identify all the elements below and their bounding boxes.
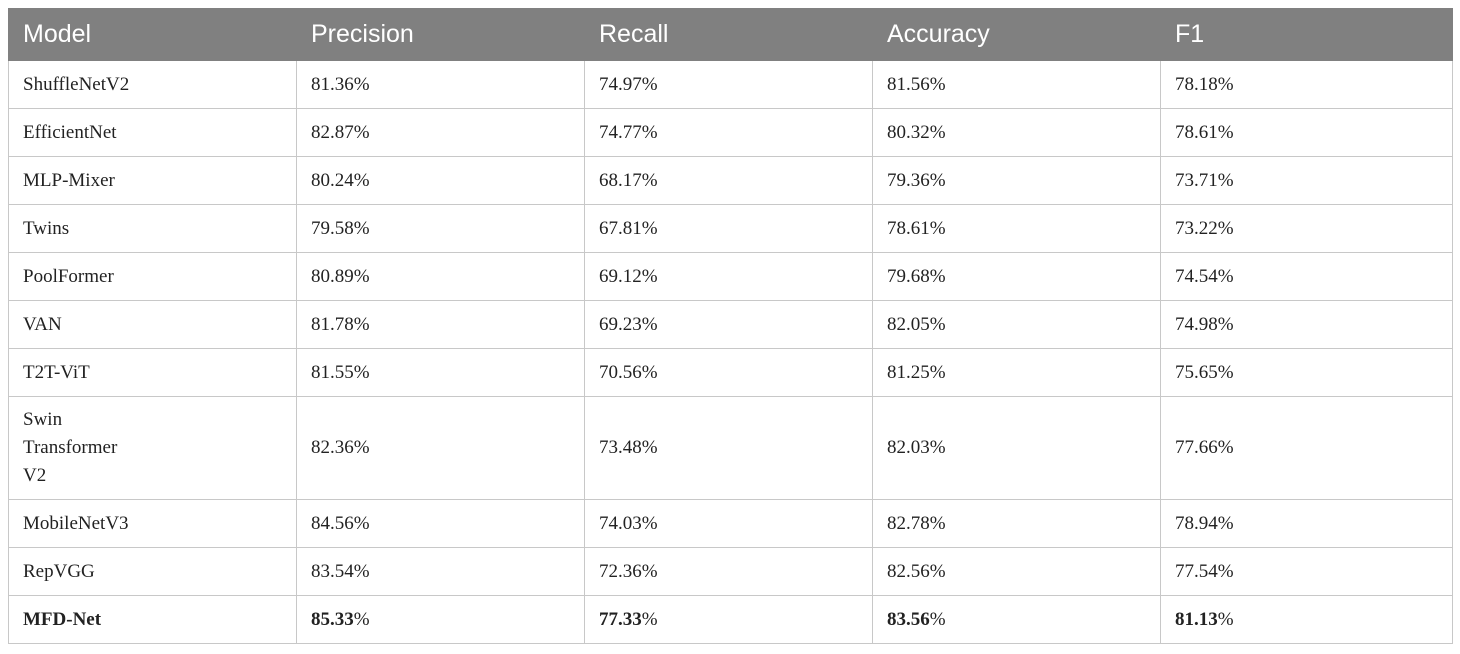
header-precision: Precision [296,8,585,61]
model-name-line: V2 [23,465,47,486]
accuracy-value: 83.56 [887,608,930,630]
f1-cell: 77.54% [1160,547,1453,596]
precision-cell: 81.36% [296,60,585,109]
precision-cell: 83.54% [296,547,585,596]
accuracy-cell: 79.36% [872,156,1161,205]
accuracy-cell: 82.05% [872,300,1161,349]
percent-sign: % [641,608,658,630]
header-f1: F1 [1160,8,1453,61]
model-cell: MFD-Net [8,595,297,644]
recall-value: 77.33 [599,608,642,630]
f1-cell: 73.22% [1160,204,1453,253]
table-row: MLP-Mixer 80.24% 68.17% 79.36% 73.71% [8,156,1453,205]
table-row: VAN 81.78% 69.23% 82.05% 74.98% [8,300,1453,349]
table-row: RepVGG 83.54% 72.36% 82.56% 77.54% [8,547,1453,596]
f1-cell: 73.71% [1160,156,1453,205]
table-row: MobileNetV3 84.56% 74.03% 82.78% 78.94% [8,499,1453,548]
model-name-line: Transformer [23,437,118,458]
recall-cell: 77.33% [584,595,873,644]
percent-sign: % [1217,608,1234,630]
model-cell: PoolFormer [8,252,297,301]
precision-cell: 84.56% [296,499,585,548]
precision-cell: 82.87% [296,108,585,157]
accuracy-cell: 82.78% [872,499,1161,548]
f1-cell: 78.18% [1160,60,1453,109]
f1-cell: 81.13% [1160,595,1453,644]
table-row: Twins 79.58% 67.81% 78.61% 73.22% [8,204,1453,253]
model-cell: RepVGG [8,547,297,596]
f1-cell: 75.65% [1160,348,1453,397]
model-cell: ShuffleNetV2 [8,60,297,109]
model-cell: EfficientNet [8,108,297,157]
table-row: Swin Transformer V2 82.36% 73.48% 82.03%… [8,396,1453,500]
precision-cell: 82.36% [296,396,585,500]
model-cell: Twins [8,204,297,253]
recall-cell: 67.81% [584,204,873,253]
table-row: PoolFormer 80.89% 69.12% 79.68% 74.54% [8,252,1453,301]
recall-cell: 69.12% [584,252,873,301]
table-row: EfficientNet 82.87% 74.77% 80.32% 78.61% [8,108,1453,157]
f1-value: 81.13 [1175,608,1218,630]
precision-cell: 79.58% [296,204,585,253]
accuracy-cell: 82.03% [872,396,1161,500]
f1-cell: 78.94% [1160,499,1453,548]
accuracy-cell: 81.56% [872,60,1161,109]
precision-cell: 81.55% [296,348,585,397]
header-accuracy: Accuracy [872,8,1161,61]
recall-cell: 72.36% [584,547,873,596]
recall-cell: 68.17% [584,156,873,205]
header-model: Model [8,8,297,61]
recall-cell: 74.03% [584,499,873,548]
precision-cell: 81.78% [296,300,585,349]
model-cell: VAN [8,300,297,349]
model-cell: MobileNetV3 [8,499,297,548]
f1-cell: 78.61% [1160,108,1453,157]
recall-cell: 70.56% [584,348,873,397]
precision-cell: 85.33% [296,595,585,644]
f1-cell: 74.54% [1160,252,1453,301]
f1-cell: 74.98% [1160,300,1453,349]
header-recall: Recall [584,8,873,61]
precision-value: 85.33 [311,608,354,630]
model-cell: T2T-ViT [8,348,297,397]
results-table: Model Precision Recall Accuracy F1 Shuff… [8,8,1453,644]
accuracy-cell: 81.25% [872,348,1161,397]
accuracy-cell: 79.68% [872,252,1161,301]
model-cell: Swin Transformer V2 [8,396,297,500]
table-row: ShuffleNetV2 81.36% 74.97% 81.56% 78.18% [8,60,1453,109]
accuracy-cell: 80.32% [872,108,1161,157]
highlight-row: MFD-Net 85.33% 77.33% 83.56% 81.13% [8,595,1453,644]
header-row: Model Precision Recall Accuracy F1 [8,8,1453,61]
recall-cell: 74.77% [584,108,873,157]
recall-cell: 73.48% [584,396,873,500]
precision-cell: 80.24% [296,156,585,205]
precision-cell: 80.89% [296,252,585,301]
recall-cell: 74.97% [584,60,873,109]
percent-sign: % [353,608,370,630]
recall-cell: 69.23% [584,300,873,349]
model-name-line: Swin [23,409,63,430]
table-row: T2T-ViT 81.55% 70.56% 81.25% 75.65% [8,348,1453,397]
accuracy-cell: 82.56% [872,547,1161,596]
accuracy-cell: 78.61% [872,204,1161,253]
accuracy-cell: 83.56% [872,595,1161,644]
percent-sign: % [929,608,946,630]
f1-cell: 77.66% [1160,396,1453,500]
model-cell: MLP-Mixer [8,156,297,205]
